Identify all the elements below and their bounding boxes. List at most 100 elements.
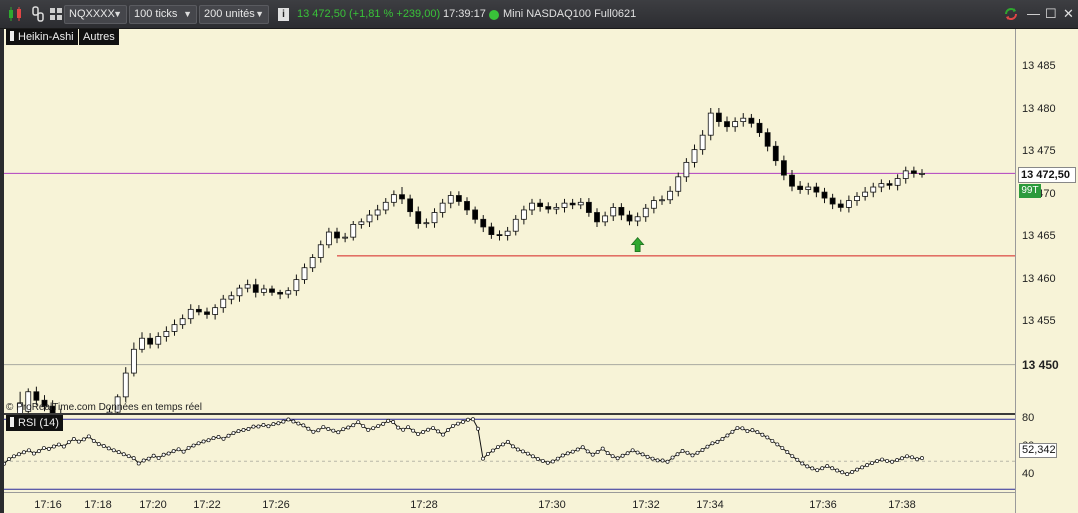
candle bbox=[423, 218, 430, 228]
candle bbox=[472, 206, 479, 224]
minimize-icon[interactable]: — bbox=[1027, 6, 1040, 21]
rsi-point bbox=[151, 453, 156, 458]
candle bbox=[537, 198, 544, 212]
rsi-point bbox=[535, 457, 540, 461]
rsi-chart[interactable] bbox=[4, 415, 1015, 492]
candle bbox=[285, 287, 292, 299]
rsi-point bbox=[645, 454, 650, 459]
rsi-point bbox=[780, 446, 785, 450]
rsi-point bbox=[481, 456, 485, 461]
rsi-point bbox=[171, 449, 176, 454]
units-dropdown[interactable]: 200 unités ▼ bbox=[199, 5, 269, 24]
rsi-point bbox=[905, 454, 909, 459]
rsi-tick-label: 40 bbox=[1022, 468, 1035, 481]
candle bbox=[594, 208, 600, 227]
pane-separator[interactable] bbox=[4, 413, 1015, 415]
rsi-point bbox=[131, 456, 136, 461]
autres-button[interactable]: Autres bbox=[79, 29, 119, 45]
rsi-point bbox=[196, 441, 201, 446]
rsi-point bbox=[825, 464, 830, 469]
indicator-icon bbox=[10, 417, 14, 427]
candle bbox=[732, 117, 739, 132]
refresh-icon[interactable] bbox=[1003, 6, 1019, 22]
drawing-tools-icon[interactable] bbox=[48, 6, 64, 22]
candle bbox=[545, 202, 552, 214]
chevron-down-icon: ▼ bbox=[183, 9, 192, 19]
rsi-point bbox=[600, 446, 605, 451]
rsi-point bbox=[286, 417, 291, 422]
rsi-point bbox=[116, 450, 121, 455]
rsi-line bbox=[4, 418, 923, 475]
candle bbox=[642, 204, 649, 222]
rsi-point bbox=[421, 429, 426, 434]
rsi-point bbox=[361, 424, 366, 429]
rsi-point bbox=[565, 451, 570, 456]
toolbar: NQXXXX ▼ 100 ticks ▼ 200 unités ▼ i 13 4… bbox=[0, 0, 1078, 29]
rsi-point bbox=[206, 438, 211, 443]
rsi-point bbox=[371, 426, 376, 431]
link-icon[interactable] bbox=[30, 6, 46, 22]
rsi-point bbox=[216, 435, 221, 439]
candle bbox=[724, 116, 730, 132]
candle bbox=[342, 232, 349, 243]
rsi-point bbox=[201, 439, 206, 444]
candle bbox=[756, 119, 763, 137]
rsi-point bbox=[490, 448, 495, 453]
chevron-down-icon: ▼ bbox=[255, 9, 264, 19]
rsi-point bbox=[301, 423, 306, 428]
rsi-point bbox=[920, 456, 924, 461]
rsi-point bbox=[26, 448, 31, 453]
close-icon[interactable]: ✕ bbox=[1063, 6, 1074, 21]
rsi-point bbox=[22, 450, 26, 455]
x-tick-label: 17:28 bbox=[410, 499, 438, 511]
rsi-point bbox=[221, 436, 226, 441]
rsi-point bbox=[520, 449, 525, 454]
rsi-point bbox=[141, 458, 146, 463]
rsi-point bbox=[431, 426, 436, 430]
rsi-point bbox=[635, 450, 640, 455]
ticks-dropdown[interactable]: 100 ticks ▼ bbox=[129, 5, 197, 24]
rsi-point bbox=[550, 459, 555, 464]
chevron-down-icon: ▼ bbox=[113, 9, 122, 19]
rsi-point bbox=[76, 439, 81, 444]
rsi-point bbox=[485, 451, 490, 456]
heikin-ashi-badge[interactable]: Heikin-Ashi bbox=[6, 29, 78, 45]
symbol-dropdown[interactable]: NQXXXX ▼ bbox=[64, 5, 127, 24]
rsi-point bbox=[271, 422, 276, 427]
info-icon[interactable]: i bbox=[278, 8, 289, 21]
candle bbox=[464, 197, 470, 216]
candle bbox=[455, 191, 462, 206]
rsi-point bbox=[785, 450, 790, 455]
candle bbox=[480, 215, 487, 233]
candle bbox=[772, 141, 779, 166]
rsi-badge[interactable]: RSI (14) bbox=[6, 415, 63, 431]
rsi-point bbox=[391, 420, 396, 424]
time-axis[interactable]: 17:16 17:18 17:20 17:22 17:26 17:28 17:30 17:32… bbox=[4, 492, 1015, 513]
rsi-point bbox=[446, 428, 450, 432]
price-text: 13 472,50 bbox=[297, 8, 346, 20]
rsi-point bbox=[276, 421, 281, 426]
rsi-pane[interactable]: RSI (14) bbox=[4, 415, 1015, 492]
rsi-point bbox=[251, 424, 256, 429]
maximize-icon[interactable]: ☐ bbox=[1045, 6, 1057, 21]
x-tick-label: 17:30 bbox=[538, 499, 566, 511]
x-tick-label: 17:34 bbox=[696, 499, 724, 511]
candle bbox=[602, 211, 609, 227]
rsi-point bbox=[660, 458, 665, 463]
candle bbox=[244, 279, 251, 293]
rsi-point bbox=[830, 466, 835, 471]
change-text: (+1,81 % +239,00) bbox=[349, 8, 441, 20]
rsi-point bbox=[241, 428, 246, 432]
rsi-point bbox=[655, 458, 660, 463]
rsi-point bbox=[575, 447, 580, 452]
rsi-point bbox=[515, 447, 520, 452]
candlestick-chart-icon[interactable] bbox=[7, 6, 23, 22]
candle bbox=[366, 209, 373, 227]
candle bbox=[277, 289, 284, 300]
price-chart[interactable] bbox=[4, 29, 1015, 413]
candle bbox=[33, 386, 40, 406]
buy-signal-arrow-icon[interactable] bbox=[630, 237, 645, 253]
rsi-point bbox=[56, 442, 61, 447]
price-chart-area[interactable]: Heikin-Ashi Autres © ProRealTime.com Don… bbox=[4, 29, 1015, 413]
